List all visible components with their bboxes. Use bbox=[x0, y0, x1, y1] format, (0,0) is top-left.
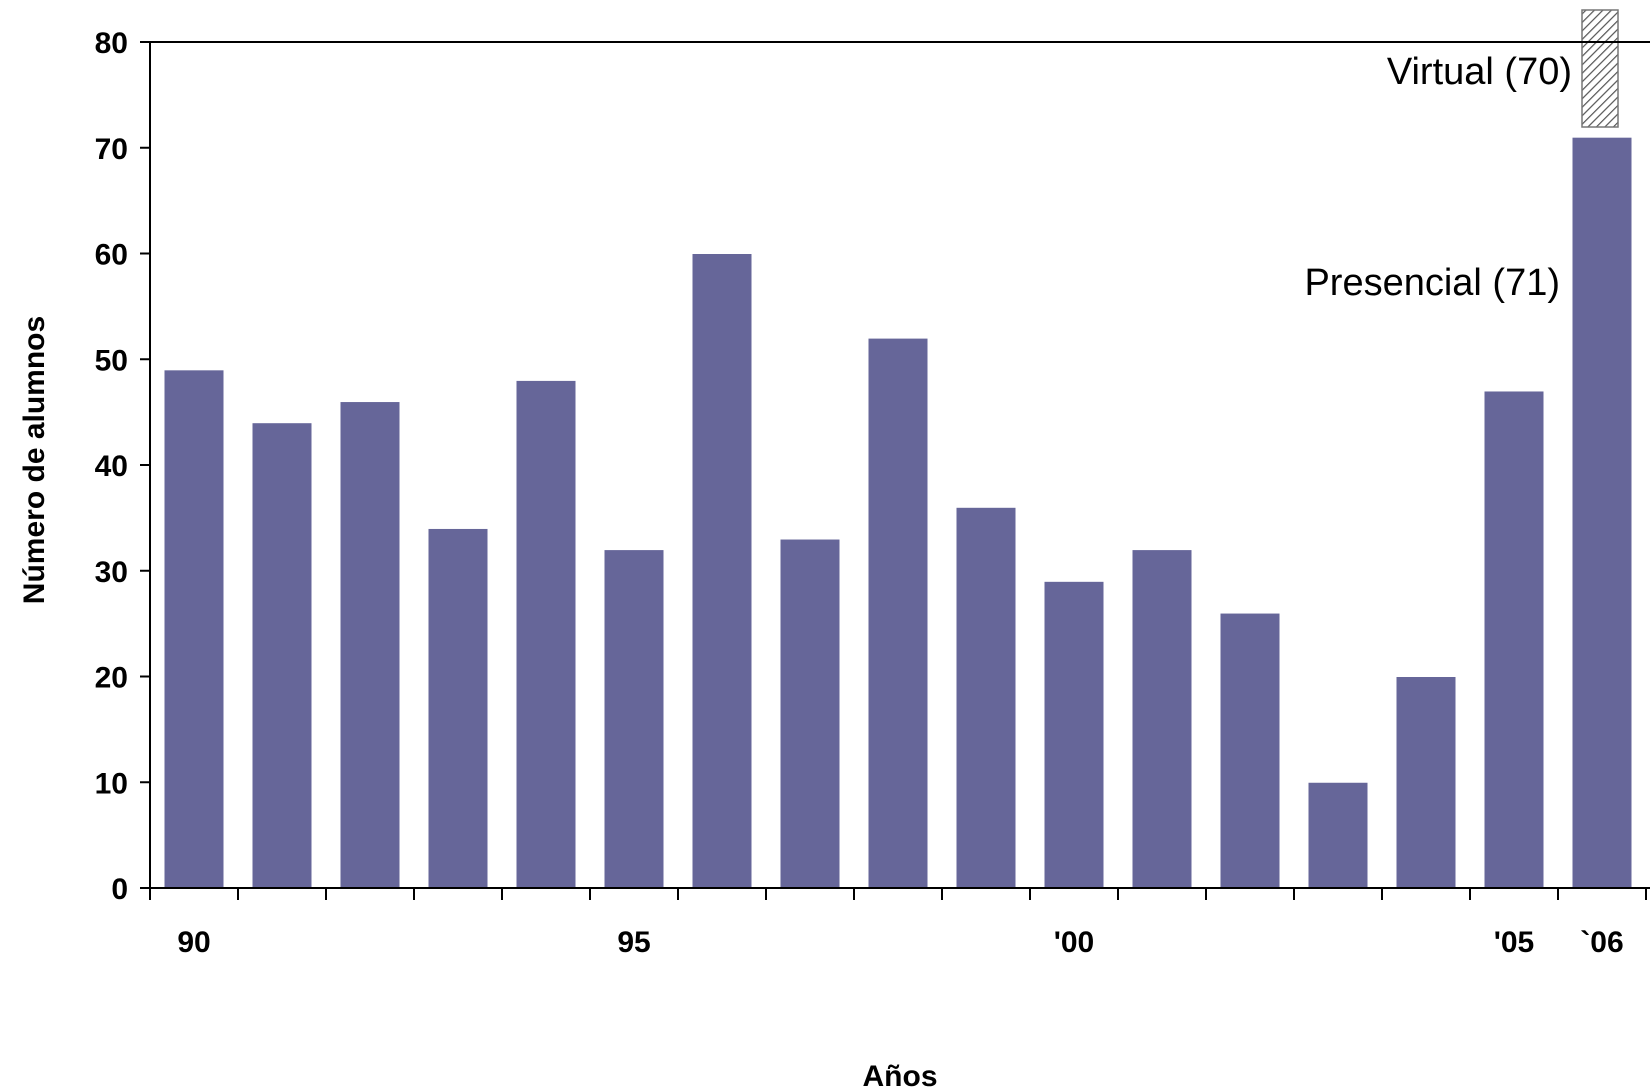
bar-1996 bbox=[691, 253, 753, 889]
bar-2004 bbox=[1395, 676, 1457, 889]
bar-1992 bbox=[339, 401, 401, 889]
bar-2001 bbox=[1131, 549, 1193, 889]
bar-2000 bbox=[1043, 580, 1105, 889]
y-tick-label-0: 0 bbox=[111, 873, 128, 906]
y-tick-label-50: 50 bbox=[95, 344, 128, 377]
y-tick-label-80: 80 bbox=[95, 27, 128, 60]
y-tick-label-70: 70 bbox=[95, 133, 128, 166]
x-tick-label-1990: 90 bbox=[177, 926, 210, 959]
bar-1999 bbox=[955, 506, 1017, 889]
x-tick-label-1995: 95 bbox=[617, 926, 650, 959]
bar-1990 bbox=[163, 369, 225, 889]
x-tick-label-2006: `06 bbox=[1580, 926, 1623, 959]
y-tick-label-30: 30 bbox=[95, 556, 128, 589]
ticks-group: 0 10 20 30 40 50 60 70 80 90 95 '00 '05 `06 bbox=[95, 27, 1647, 959]
bar-1995 bbox=[603, 549, 665, 889]
y-tick-label-60: 60 bbox=[95, 239, 128, 272]
bar-1997 bbox=[779, 538, 841, 889]
bar-virtual-2006 bbox=[1581, 9, 1619, 128]
virtual-group bbox=[1581, 9, 1619, 128]
bar-1994 bbox=[515, 379, 577, 889]
y-tick-label-20: 20 bbox=[95, 662, 128, 695]
x-axis-title: Años bbox=[863, 1060, 938, 1092]
annotation-presencial: Presencial (71) bbox=[1304, 262, 1560, 304]
bar-2002 bbox=[1219, 612, 1281, 889]
x-tick-label-2005: '05 bbox=[1494, 926, 1535, 959]
annotation-virtual: Virtual (70) bbox=[1387, 51, 1572, 93]
y-axis-title: Número de alumnos bbox=[18, 316, 51, 604]
bar-2003 bbox=[1307, 781, 1369, 889]
bar-1998 bbox=[867, 337, 929, 889]
y-tick-label-10: 10 bbox=[95, 767, 128, 800]
bars-group bbox=[163, 136, 1633, 889]
y-tick-label-40: 40 bbox=[95, 450, 128, 483]
bar-1991 bbox=[251, 422, 313, 889]
bar-1993 bbox=[427, 527, 489, 889]
x-tick-label-2000: '00 bbox=[1054, 926, 1095, 959]
bar-2006 bbox=[1571, 136, 1633, 889]
bar-2005 bbox=[1483, 390, 1545, 889]
